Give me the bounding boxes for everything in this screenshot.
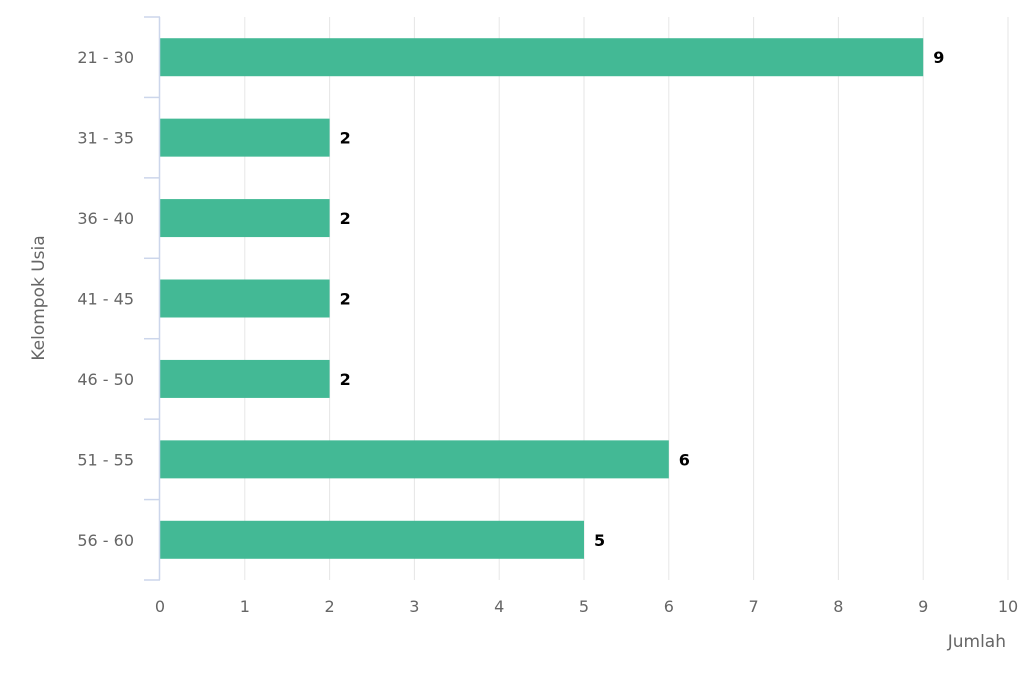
x-axis-title: Jumlah <box>947 632 1006 652</box>
x-tick-label: 7 <box>749 597 759 616</box>
labels: 0 1 2 3 4 5 6 7 8 9 10 21 - 30 9 31 - 35 2 36 - 40 2 41 -… <box>77 48 1018 616</box>
x-tick-label: 3 <box>409 597 419 616</box>
bar-value-label: 2 <box>340 209 351 228</box>
y-axis-title: Kelompok Usia <box>29 235 49 360</box>
bar-value-label: 9 <box>933 48 944 67</box>
bar <box>160 359 330 398</box>
x-tick-label: 10 <box>998 597 1018 616</box>
x-tick-label: 4 <box>494 597 504 616</box>
bar <box>160 38 924 77</box>
bar <box>160 118 330 157</box>
y-category-label: 46 - 50 <box>77 370 134 389</box>
axes <box>144 16 161 581</box>
bar-value-label: 2 <box>340 129 351 148</box>
bar <box>160 199 330 238</box>
bar-value-label: 2 <box>340 370 351 389</box>
y-category-label: 41 - 45 <box>77 290 134 309</box>
grid-lines <box>244 17 1009 580</box>
x-tick-label: 6 <box>664 597 674 616</box>
y-category-label: 36 - 40 <box>77 209 134 228</box>
x-tick-label: 1 <box>240 597 250 616</box>
x-tick-label: 5 <box>579 597 589 616</box>
x-tick-label: 2 <box>325 597 335 616</box>
bar-value-label: 6 <box>679 450 690 469</box>
x-tick-label: 0 <box>155 597 165 616</box>
y-category-label: 21 - 30 <box>77 48 134 67</box>
x-tick-label: 9 <box>918 597 928 616</box>
x-tick-label: 8 <box>833 597 843 616</box>
bar <box>160 440 669 479</box>
y-category-label: 51 - 55 <box>77 450 134 469</box>
bar-value-label: 5 <box>594 531 605 550</box>
bar <box>160 520 584 559</box>
y-category-label: 31 - 35 <box>77 129 134 148</box>
bar-value-label: 2 <box>340 290 351 309</box>
y-category-label: 56 - 60 <box>77 531 134 550</box>
bar <box>160 279 330 318</box>
bars <box>160 38 924 559</box>
